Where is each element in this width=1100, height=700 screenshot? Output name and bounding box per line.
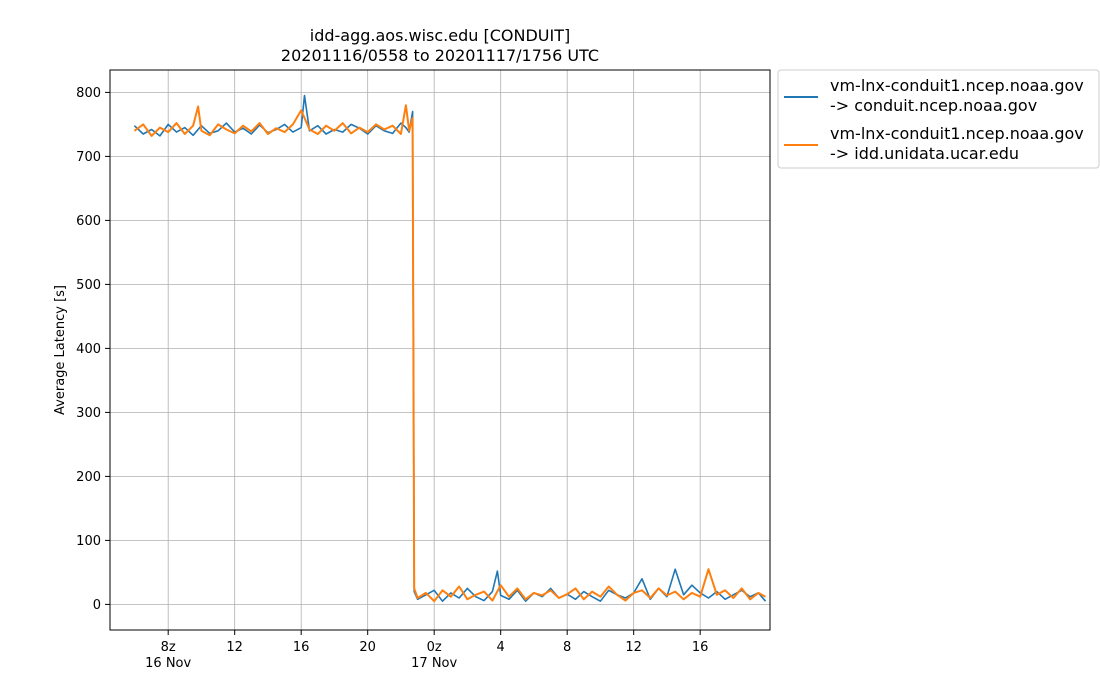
x-tick-label: 8z — [161, 640, 176, 655]
series-lines — [133, 94, 767, 603]
y-tick-label: 500 — [76, 278, 101, 293]
x-tick-label: 12 — [625, 640, 642, 655]
legend: vm-lnx-conduit1.ncep.noaa.gov -> conduit… — [777, 69, 1100, 169]
y-tick-label: 800 — [76, 86, 101, 101]
x-tick-label: 8 — [563, 640, 571, 655]
chart-title: idd-agg.aos.wisc.edu [CONDUIT] — [310, 26, 570, 45]
x-tick-label: 20 — [359, 640, 376, 655]
legend-label-series-1-line2: -> conduit.ncep.noaa.gov — [830, 96, 1037, 115]
x-tick-label: 12 — [226, 640, 243, 655]
y-tick-label: 100 — [76, 534, 101, 549]
chart-subtitle: 20201116/0558 to 20201117/1756 UTC — [281, 46, 599, 65]
y-tick-label: 600 — [76, 214, 101, 229]
x-tick-label: 16 — [293, 640, 310, 655]
x-tick-label: 4 — [497, 640, 505, 655]
legend-label-series-1-line1: vm-lnx-conduit1.ncep.noaa.gov — [830, 76, 1084, 95]
y-tick-label: 400 — [76, 342, 101, 357]
y-tick-label: 200 — [76, 470, 101, 485]
y-axis-label: Average Latency [s] — [53, 285, 68, 415]
series-line-2 — [133, 104, 766, 603]
y-tick-label: 0 — [93, 598, 101, 613]
x-tick-label: 0z — [427, 640, 442, 655]
y-tick-label: 300 — [76, 406, 101, 421]
x-tick-sublabel: 17 Nov — [411, 656, 457, 671]
x-tick-label: 16 — [692, 640, 709, 655]
grid-lines — [110, 70, 770, 630]
y-tick-label: 700 — [76, 150, 101, 165]
legend-box — [777, 69, 1100, 169]
plot-frame — [109, 69, 771, 631]
x-tick-sublabel: 16 Nov — [145, 656, 191, 671]
legend-label-series-2-line2: -> idd.unidata.ucar.edu — [830, 144, 1019, 163]
legend-label-series-2-line1: vm-lnx-conduit1.ncep.noaa.gov — [830, 124, 1084, 143]
